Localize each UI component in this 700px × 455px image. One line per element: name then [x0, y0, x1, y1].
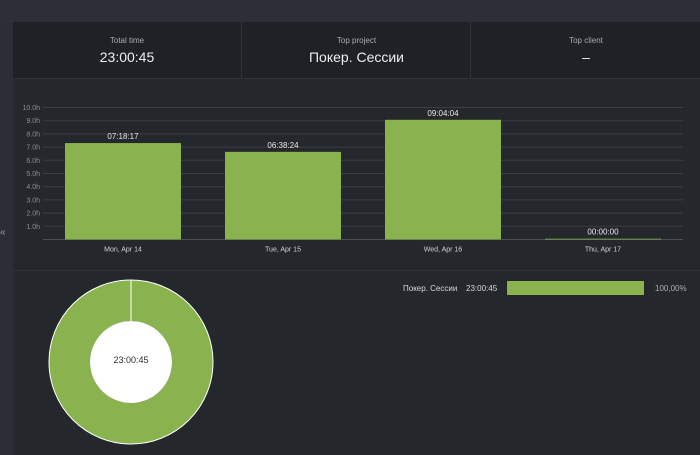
legend-project-time: 23:00:45	[466, 284, 498, 293]
bar[interactable]	[545, 238, 661, 240]
bar-data-label: 06:38:24	[267, 141, 299, 150]
total-time-value: 23:00:45	[99, 49, 155, 65]
y-tick-label: 9.0h	[26, 118, 40, 125]
y-tick-label: 8.0h	[26, 131, 40, 138]
x-category-label: Thu, Apr 17	[585, 247, 621, 254]
top-project-label: Top project	[336, 36, 377, 45]
y-tick-label: 5.0h	[26, 171, 40, 178]
top-client-value: –	[582, 49, 590, 65]
top-strip	[0, 0, 700, 23]
donut-center-label: 23:00:45	[113, 355, 149, 365]
top-project-tile: Top project Покер. Сессии	[241, 22, 471, 78]
bar-data-label: 00:00:00	[587, 228, 619, 237]
summary-tiles: Total time 23:00:45 Top project Покер. С…	[13, 22, 700, 79]
top-client-label: Top client	[569, 36, 603, 45]
x-category-label: Mon, Apr 14	[104, 247, 142, 254]
bar-data-label: 07:18:17	[107, 132, 139, 141]
legend-project-percent: 100,00%	[655, 284, 687, 293]
y-tick-label: 4.0h	[26, 184, 40, 191]
total-time-tile: Total time 23:00:45	[13, 22, 241, 78]
y-tick-label: 2.0h	[26, 211, 40, 218]
donut-svg	[48, 279, 214, 445]
bar[interactable]	[65, 143, 181, 240]
y-tick-label: 3.0h	[26, 197, 40, 204]
x-category-label: Wed, Apr 16	[424, 247, 463, 254]
daily-bar-chart: 1.0h 2.0h 3.0h 4.0h 5.0h 6.0h 7.0h 8.0h 9.0h 10.0…	[22, 105, 683, 254]
y-tick-label: 6.0h	[26, 158, 40, 165]
top-client-tile: Top client –	[470, 22, 700, 78]
legend-project-bar	[507, 281, 644, 295]
y-tick-label: 10.0h	[22, 105, 40, 112]
y-tick-label: 1.0h	[26, 224, 40, 231]
daily-bar-chart-section: 1.0h 2.0h 3.0h 4.0h 5.0h 6.0h 7.0h 8.0h 9.0h 10.0…	[13, 94, 700, 271]
bar[interactable]	[225, 151, 341, 240]
project-legend-row[interactable]: Покер. Сессии 23:00:45 100,00%	[403, 281, 700, 301]
legend-project-name: Покер. Сессии	[403, 284, 458, 293]
x-category-label: Tue, Apr 15	[265, 247, 301, 254]
donut-outline	[48, 279, 214, 445]
bar[interactable]	[385, 119, 501, 240]
top-project-value: Покер. Сессии	[308, 49, 405, 65]
collapse-sidebar-icon[interactable]: «	[0, 227, 6, 238]
bar-data-label: 09:04:04	[427, 109, 459, 118]
total-time-label: Total time	[109, 36, 145, 45]
project-donut-chart: 23:00:45	[46, 277, 216, 447]
donut-hole	[90, 321, 172, 403]
y-tick-label: 7.0h	[26, 145, 40, 152]
report-panel: Total time 23:00:45 Top project Покер. С…	[13, 22, 700, 455]
sidebar-edge[interactable]	[0, 22, 13, 455]
